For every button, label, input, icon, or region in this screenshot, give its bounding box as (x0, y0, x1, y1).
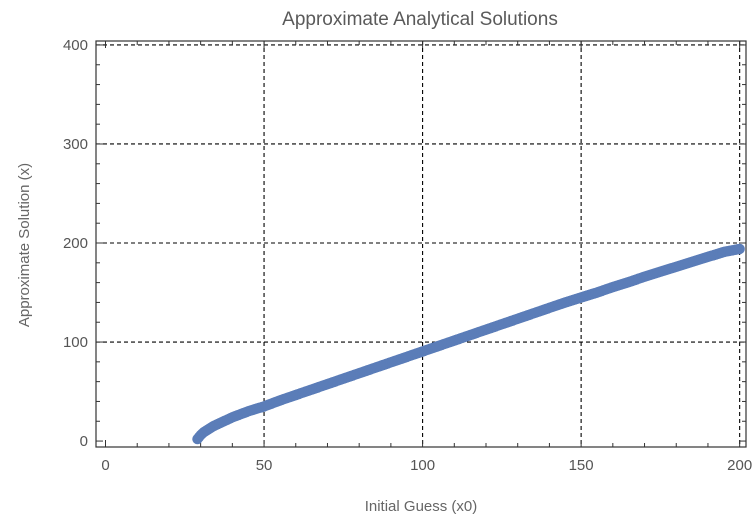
x-tick-label: 150 (569, 457, 594, 474)
x-tick-label: 100 (410, 457, 435, 474)
x-axis-label: Initial Guess (x0) (365, 498, 478, 515)
y-axis-label: Approximate Solution (x) (16, 163, 33, 327)
y-tick-label: 0 (80, 433, 88, 450)
x-tick-label: 0 (101, 457, 109, 474)
data-point (734, 243, 745, 255)
y-tick-label: 300 (63, 136, 88, 153)
y-tick-label: 100 (63, 334, 88, 351)
y-tick-label: 400 (63, 37, 88, 54)
plot-frame (95, 40, 747, 448)
y-tick-label: 200 (63, 235, 88, 252)
chart-title: Approximate Analytical Solutions (282, 9, 558, 30)
x-tick-label: 200 (727, 457, 752, 474)
x-tick-label: 50 (256, 457, 273, 474)
plot-area: 0 50 100 150 200 0 100 200 300 400 (63, 37, 752, 474)
